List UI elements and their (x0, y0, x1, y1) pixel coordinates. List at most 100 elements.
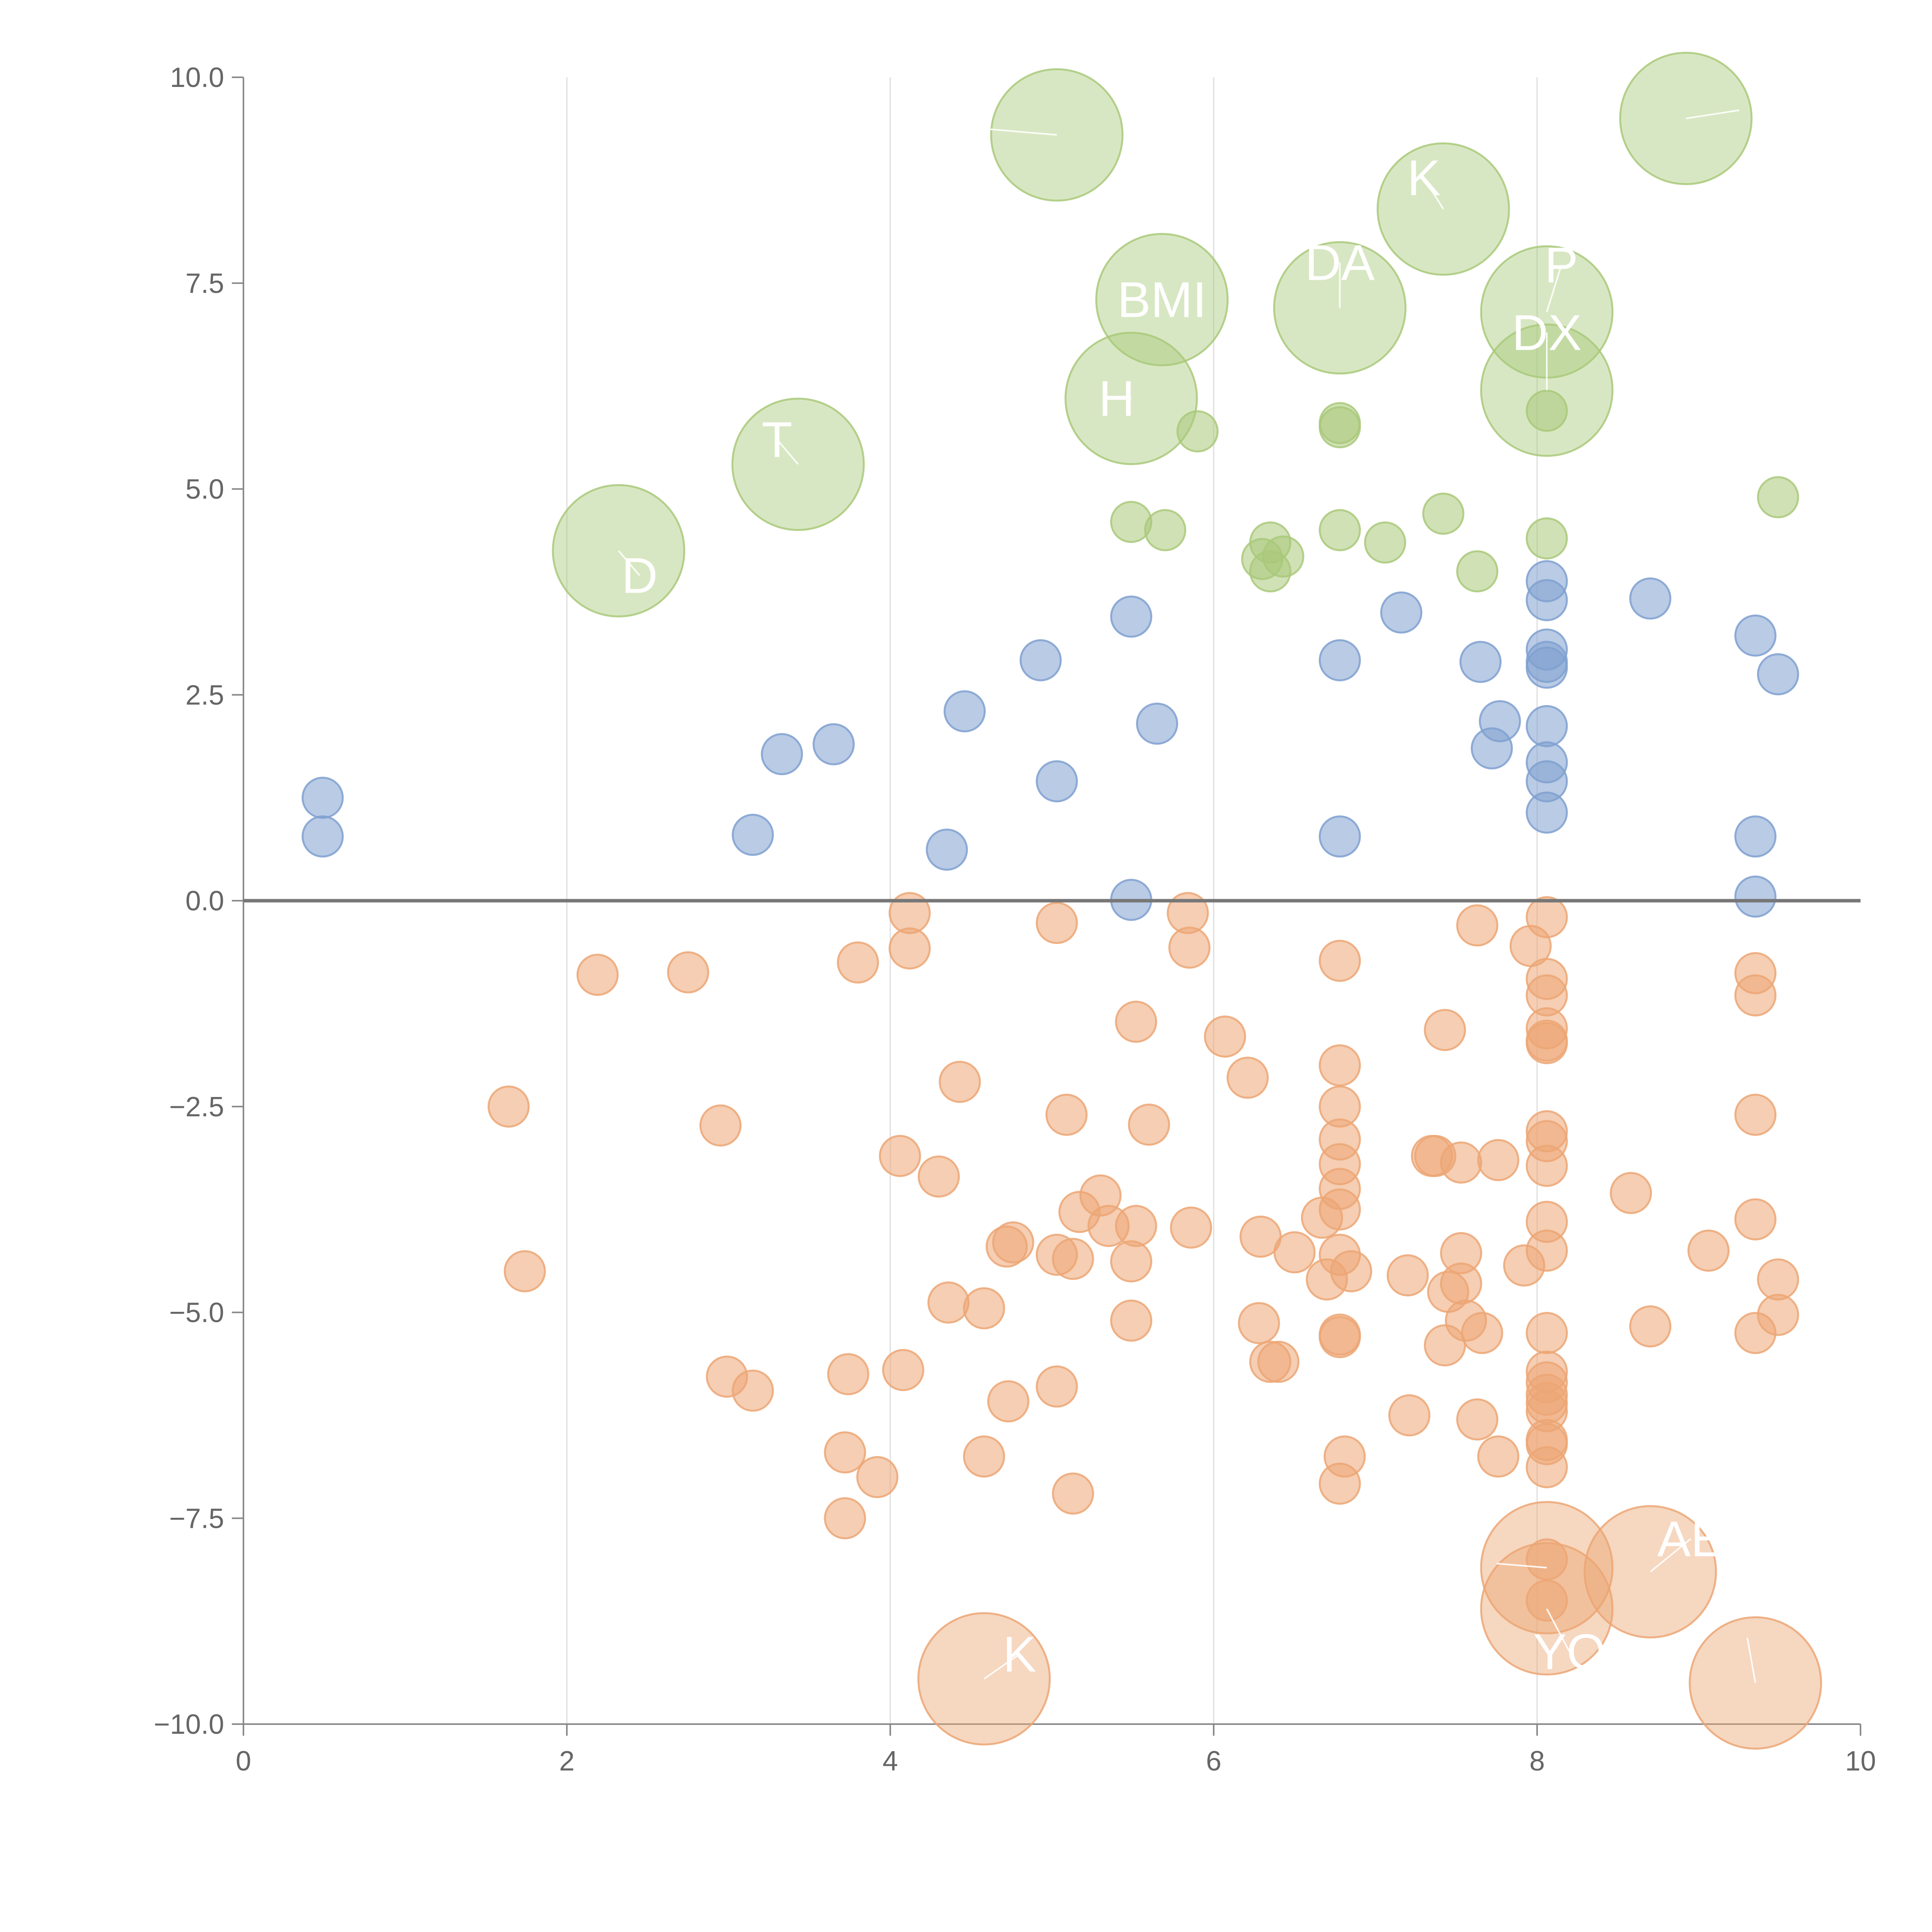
data-point-negative (503, 1250, 546, 1293)
annotation-leader (1497, 1563, 1547, 1569)
annotation-leader (1423, 177, 1444, 210)
data-point-negative (1257, 1340, 1299, 1383)
data-point-positive-high (1364, 521, 1406, 564)
annotation-leader (1685, 109, 1740, 119)
data-point-negative (939, 1061, 981, 1103)
data-point-positive-low (1526, 791, 1568, 834)
data-point-negative (992, 1221, 1034, 1264)
data-point-negative (1036, 1365, 1078, 1408)
annotation-leader (1747, 1637, 1756, 1683)
data-point-negative (837, 941, 879, 984)
data-point-negative (1204, 1015, 1246, 1058)
x-tick-label: 10 (1845, 1746, 1876, 1777)
annotation-leader (1546, 1608, 1570, 1652)
data-point-negative (1477, 1435, 1520, 1478)
annotation-leader (618, 550, 640, 576)
data-point-negative (1526, 1145, 1568, 1187)
data-point-negative (487, 1085, 530, 1128)
y-tick-label: 5.0 (185, 474, 224, 505)
data-point-negative (824, 1497, 866, 1539)
data-point-positive-low (1734, 875, 1777, 918)
data-point-negative (1226, 1056, 1269, 1099)
y-tick-label: 10.0 (170, 62, 224, 93)
data-point-negative (1687, 1230, 1730, 1272)
data-point-negative (731, 1369, 774, 1412)
data-point-negative (879, 1135, 921, 1177)
data-point-negative (1526, 1022, 1568, 1065)
annotation-leader (983, 1653, 1020, 1680)
data-point-positive-high (1144, 509, 1186, 551)
annotation-label: BMI (1117, 271, 1207, 328)
data-point-positive-low (813, 723, 855, 765)
data-point-positive-low (731, 814, 774, 856)
data-point-negative (1386, 1254, 1429, 1297)
annotation-label: AE (1657, 1511, 1724, 1567)
data-point-positive-high (1249, 550, 1291, 593)
data-point-negative (1170, 1206, 1212, 1249)
data-point-negative (918, 1155, 960, 1198)
data-point-negative (1168, 926, 1211, 969)
data-point-negative (987, 1380, 1030, 1423)
data-point-positive-low (944, 690, 986, 733)
point-labels: K BMI DA P DX H T D K YO AE (618, 109, 1756, 1683)
annotation-label: DX (1512, 304, 1582, 361)
data-point-negative (1440, 1141, 1482, 1184)
data-point-positive-low (1318, 639, 1361, 682)
x-tick-label: 2 (559, 1746, 575, 1777)
x-tick-label: 8 (1529, 1746, 1545, 1777)
x-tick-label: 0 (236, 1746, 251, 1777)
data-point-negative (1440, 1262, 1482, 1305)
data-point-negative (1526, 1579, 1568, 1622)
data-point-negative (1318, 1044, 1361, 1087)
data-point-negative (577, 954, 619, 996)
data-point-positive-low (1526, 646, 1568, 689)
data-point-negative (1045, 1094, 1088, 1136)
data-point-positive-low (925, 828, 968, 871)
data-point-negative (888, 927, 931, 970)
y-tick-label: −10.0 (154, 1709, 224, 1740)
data-point-positive-low (1459, 641, 1502, 683)
annotation-leader (979, 128, 1057, 136)
annotation-leader (1650, 1538, 1691, 1573)
data-point-negative (1456, 904, 1498, 947)
data-point-negative (1273, 1231, 1316, 1274)
annotation-label: DA (1305, 234, 1375, 291)
data-point-positive-low (1526, 705, 1568, 747)
data-point-negative (1423, 1009, 1466, 1051)
data-point-negative (667, 951, 709, 993)
data-point-negative (1461, 1312, 1503, 1354)
data-point-negative (1757, 1294, 1799, 1336)
annotation-label: T (762, 412, 792, 468)
data-point-negative (1477, 1139, 1520, 1181)
annotation-label: H (1099, 370, 1135, 427)
data-point-positive-high (1456, 550, 1498, 593)
data-point-positive-low (1036, 760, 1078, 803)
data-point-negative (1734, 1094, 1777, 1136)
annotation-label: P (1544, 237, 1578, 293)
data-point-positive-high (1526, 389, 1568, 432)
data-point-negative (882, 1349, 924, 1391)
data-point-positive-high (990, 68, 1124, 202)
data-point-negative (1757, 1258, 1799, 1301)
data-point-negative (1526, 896, 1568, 939)
data-point-positive-low (1757, 653, 1799, 696)
x-tick-label: 4 (883, 1746, 898, 1777)
data-point-negative (1526, 1538, 1568, 1581)
y-tick-label: 2.5 (185, 680, 224, 711)
data-point-positive-low (1479, 700, 1521, 742)
data-point-positive-low (301, 777, 344, 819)
data-point-positive-high (1757, 476, 1799, 519)
data-point-positive-low (1110, 595, 1153, 638)
data-point-positive-low (1734, 614, 1777, 657)
y-tick-label: 0.0 (185, 886, 224, 917)
y-tick-label: −5.0 (169, 1298, 224, 1328)
data-point-positive-high (1422, 492, 1464, 535)
data-point-negative (1526, 1312, 1568, 1354)
data-point-positive-low (1629, 577, 1672, 620)
x-tick-label: 6 (1206, 1746, 1221, 1777)
data-point-negative (1734, 1198, 1777, 1241)
data-point-negative (1115, 1000, 1157, 1043)
data-point-negative (824, 1431, 866, 1474)
annotation-leader (776, 439, 799, 465)
